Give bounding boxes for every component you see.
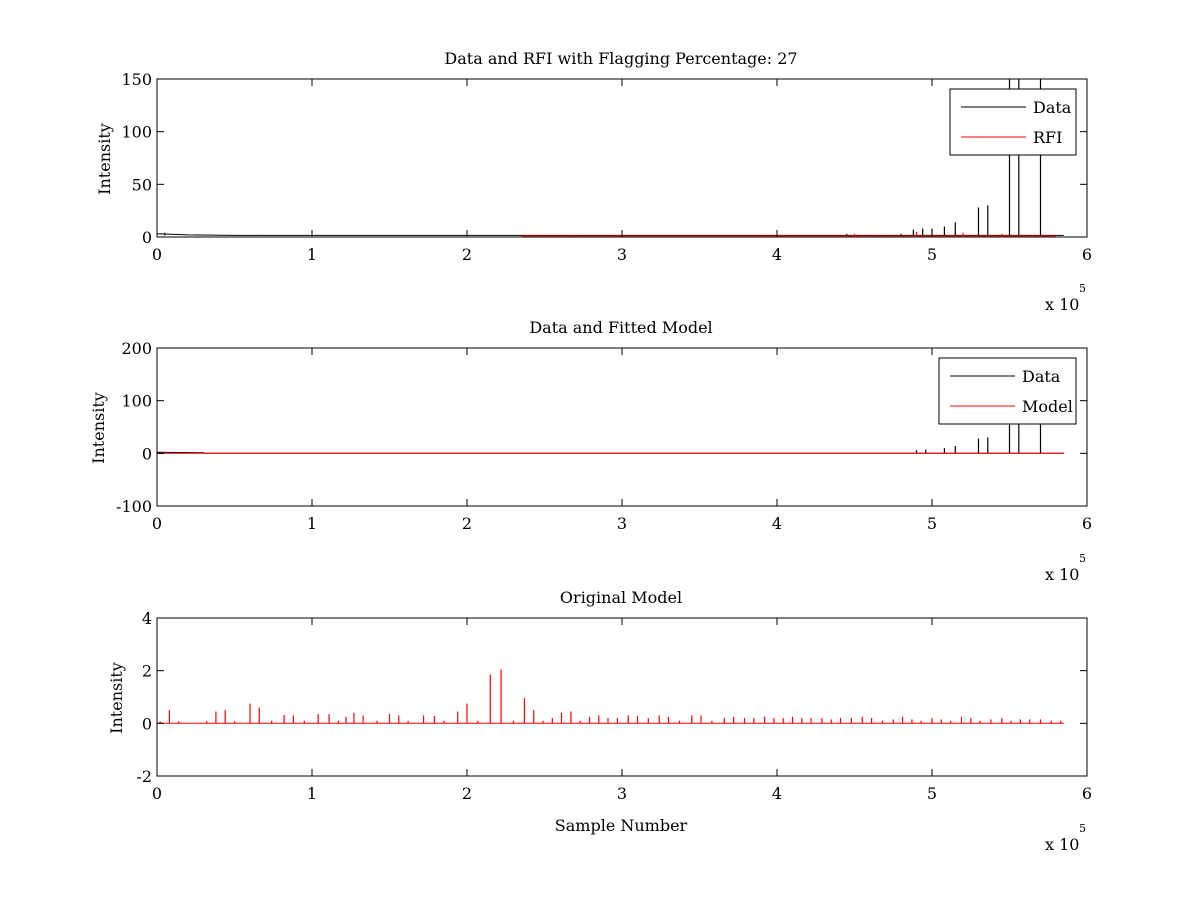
x-tick-label: 0 (152, 245, 162, 264)
y-tick-label: -2 (136, 767, 152, 786)
y-tick-label: -100 (116, 497, 152, 516)
x-multiplier-exponent: 5 (1079, 822, 1086, 835)
x-multiplier-exponent: 5 (1079, 282, 1086, 295)
x-tick-label: 6 (1082, 514, 1092, 533)
y-tick-label: 150 (121, 70, 152, 89)
y-tick-label: 100 (121, 123, 152, 142)
legend-label: Data (1033, 98, 1072, 117)
y-tick-label: 0 (142, 444, 152, 463)
x-tick-label: 4 (772, 245, 782, 264)
y-tick-label: 4 (142, 609, 152, 628)
legend-label: Model (1022, 397, 1073, 416)
legend-box (938, 357, 1077, 425)
legend-label: Data (1022, 367, 1061, 386)
x-tick-label: 1 (307, 514, 317, 533)
subplot-original-model: Original Model Intensity Sample Number x… (107, 588, 1092, 854)
x-multiplier-exponent: 5 (1079, 552, 1086, 565)
x-tick-label: 5 (927, 784, 937, 803)
x-tick-label: 2 (462, 514, 472, 533)
x-tick-label: 5 (927, 514, 937, 533)
legend-label: RFI (1033, 128, 1062, 147)
x-tick-label: 4 (772, 784, 782, 803)
x-multiplier-label: x 10 (1045, 835, 1079, 854)
subplot-data-and-rfi: Data and RFI with Flagging Percentage: 2… (95, 49, 1092, 314)
plot-frame (156, 617, 1088, 777)
y-tick-label: 100 (121, 392, 152, 411)
subplot-data-and-fitted-model: Data and Fitted Model Intensity x 10 5 0… (89, 318, 1092, 584)
x-tick-label: 1 (307, 784, 317, 803)
plot-title: Data and RFI with Flagging Percentage: 2… (444, 49, 797, 68)
y-axis-label: Intensity (89, 392, 108, 464)
plot-frame (156, 78, 1088, 238)
plot-title: Original Model (560, 588, 682, 607)
x-tick-label: 5 (927, 245, 937, 264)
x-tick-label: 0 (152, 514, 162, 533)
x-tick-label: 4 (772, 514, 782, 533)
x-tick-label: 0 (152, 784, 162, 803)
x-tick-label: 3 (617, 784, 627, 803)
series-model-trace (157, 669, 1064, 724)
legend: Data RFI (949, 88, 1077, 156)
plot-title: Data and Fitted Model (529, 318, 712, 337)
x-tick-label: 2 (462, 245, 472, 264)
x-tick-label: 2 (462, 784, 472, 803)
y-tick-label: 200 (121, 339, 152, 358)
y-tick-label: 50 (132, 175, 152, 194)
x-tick-label: 3 (617, 245, 627, 264)
y-tick-label: 0 (142, 228, 152, 247)
y-axis-label: Intensity (95, 123, 114, 195)
x-tick-label: 6 (1082, 245, 1092, 264)
x-multiplier-label: x 10 (1045, 565, 1079, 584)
legend-box (949, 88, 1077, 156)
x-tick-label: 6 (1082, 784, 1092, 803)
x-multiplier-label: x 10 (1045, 295, 1079, 314)
plot-frame (156, 347, 1088, 507)
x-axis-label: Sample Number (555, 816, 688, 835)
y-tick-label: 0 (142, 714, 152, 733)
series-rfi (521, 231, 1056, 237)
x-tick-label: 3 (617, 514, 627, 533)
x-tick-label: 1 (307, 245, 317, 264)
y-tick-label: 2 (142, 662, 152, 681)
legend: Data Model (938, 357, 1077, 425)
y-axis-label: Intensity (107, 662, 126, 734)
